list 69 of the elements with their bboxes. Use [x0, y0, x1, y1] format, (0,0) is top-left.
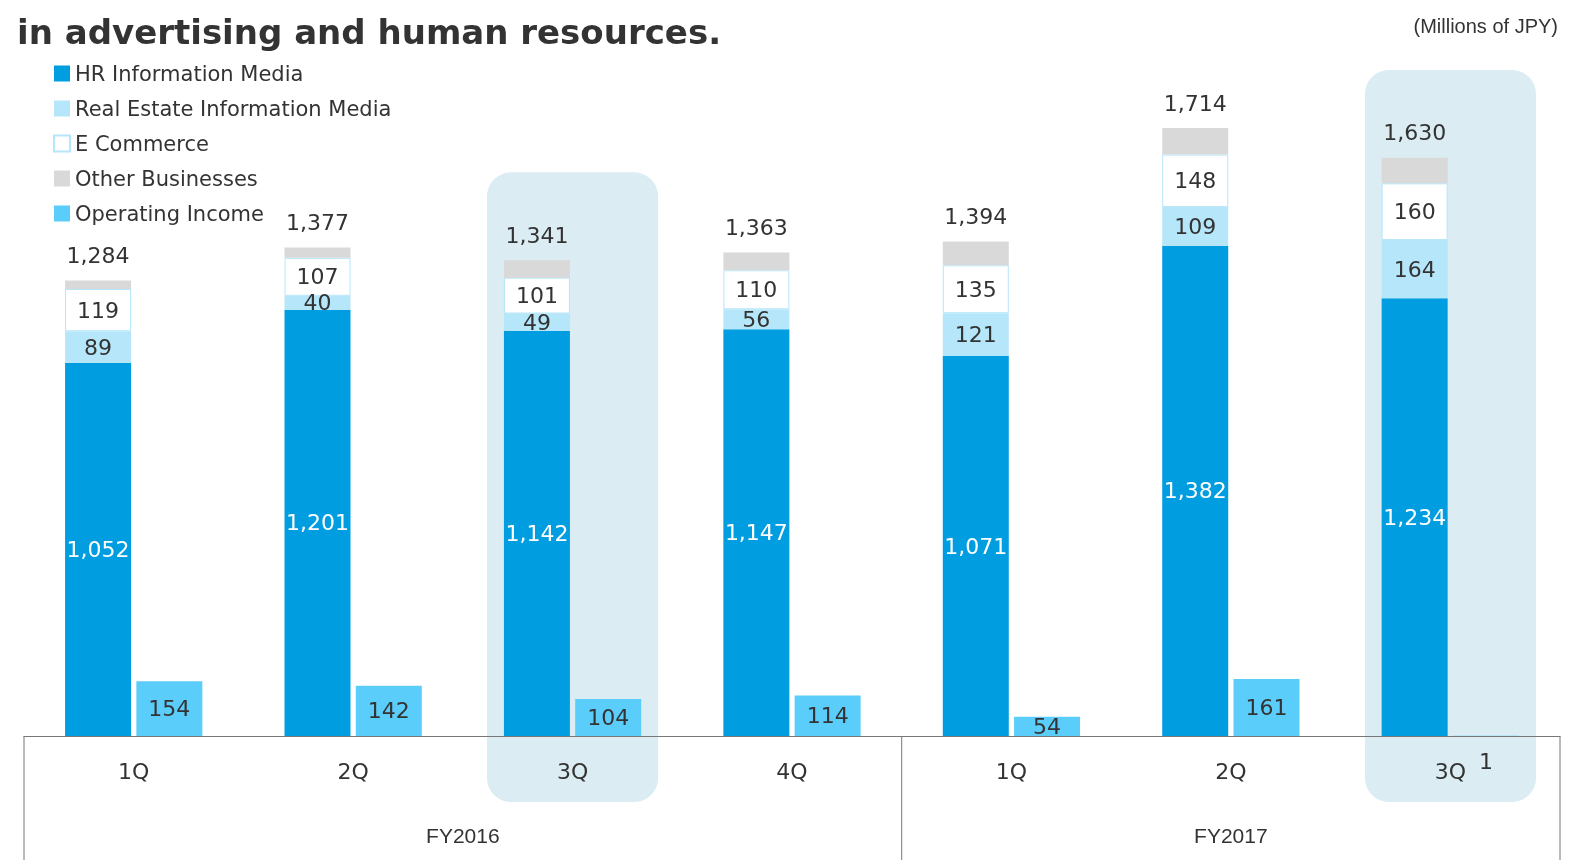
- data-label: 114: [806, 703, 849, 729]
- legend-label: Operating Income: [75, 201, 264, 226]
- data-label: 1: [1478, 748, 1493, 774]
- legend-label: E Commerce: [75, 131, 209, 156]
- text: FY2017: [1194, 824, 1268, 847]
- total-label: 1,394: [944, 204, 1008, 230]
- data-label: 135: [954, 276, 997, 302]
- data-label: 1,382: [1163, 478, 1227, 504]
- bar: [503, 330, 570, 736]
- data-label: 148: [1174, 168, 1217, 194]
- data-label: 161: [1245, 694, 1288, 720]
- x-tick-label: 1Q: [995, 758, 1028, 784]
- data-label: 1,201: [286, 510, 349, 536]
- bar: [723, 329, 790, 736]
- data-label: 119: [77, 297, 120, 323]
- total-label: 1,377: [286, 210, 349, 236]
- x-tick-label: 3Q: [556, 758, 589, 784]
- data-label: 121: [954, 322, 997, 348]
- text: (Millions of JPY): [1413, 15, 1559, 37]
- bar: [942, 241, 1009, 266]
- data-label: 109: [1174, 213, 1217, 239]
- data-label: 56: [742, 306, 771, 332]
- data-label: 1,142: [505, 520, 569, 546]
- bar: [284, 309, 351, 736]
- total-label: 1,363: [724, 215, 788, 241]
- data-label: 40: [303, 290, 332, 316]
- bar: [284, 247, 351, 258]
- text: FY2016: [426, 824, 500, 847]
- bar: [65, 280, 132, 290]
- data-label: 101: [515, 283, 558, 309]
- x-tick-label: 4Q: [776, 758, 808, 784]
- total-label: 1,284: [66, 243, 130, 269]
- legend-label: HR Information Media: [75, 61, 304, 86]
- bar: [355, 685, 422, 736]
- x-tick-label: 3Q: [1434, 758, 1466, 784]
- x-tick-label: 1Q: [118, 758, 150, 784]
- bar: [1162, 128, 1229, 155]
- bar: [794, 695, 861, 736]
- data-label: 1,147: [724, 520, 788, 546]
- data-label: 164: [1393, 256, 1436, 282]
- bar: [1162, 245, 1229, 736]
- data-label: 154: [148, 696, 191, 722]
- bar: [503, 260, 570, 278]
- bar: [1381, 157, 1448, 184]
- data-label: 107: [296, 264, 339, 290]
- data-label: 142: [367, 698, 410, 724]
- data-label: 1,052: [66, 536, 130, 562]
- bar: [65, 362, 132, 736]
- total-label: 1,630: [1383, 120, 1447, 146]
- data-label: 160: [1393, 199, 1436, 225]
- bar: [136, 681, 203, 736]
- legend-label: Other Businesses: [75, 166, 258, 191]
- data-label: 1,071: [944, 533, 1008, 559]
- total-label: 1,341: [505, 222, 569, 248]
- data-label: 89: [84, 334, 113, 360]
- bar: [723, 252, 790, 271]
- x-tick-label: 2Q: [337, 758, 369, 784]
- data-label: 110: [735, 277, 778, 303]
- data-label: 49: [522, 309, 551, 335]
- data-label: 54: [1033, 713, 1062, 739]
- bar: [942, 356, 1009, 736]
- data-label: 1,234: [1383, 504, 1447, 530]
- total-label: 1,714: [1163, 90, 1227, 116]
- x-tick-label: 2Q: [1215, 758, 1247, 784]
- bar: [1233, 678, 1300, 736]
- bar: [1381, 298, 1448, 736]
- data-label: 104: [587, 705, 630, 731]
- legend-label: Real Estate Information Media: [75, 96, 392, 121]
- chart-title: in advertising and human resources.: [17, 12, 722, 52]
